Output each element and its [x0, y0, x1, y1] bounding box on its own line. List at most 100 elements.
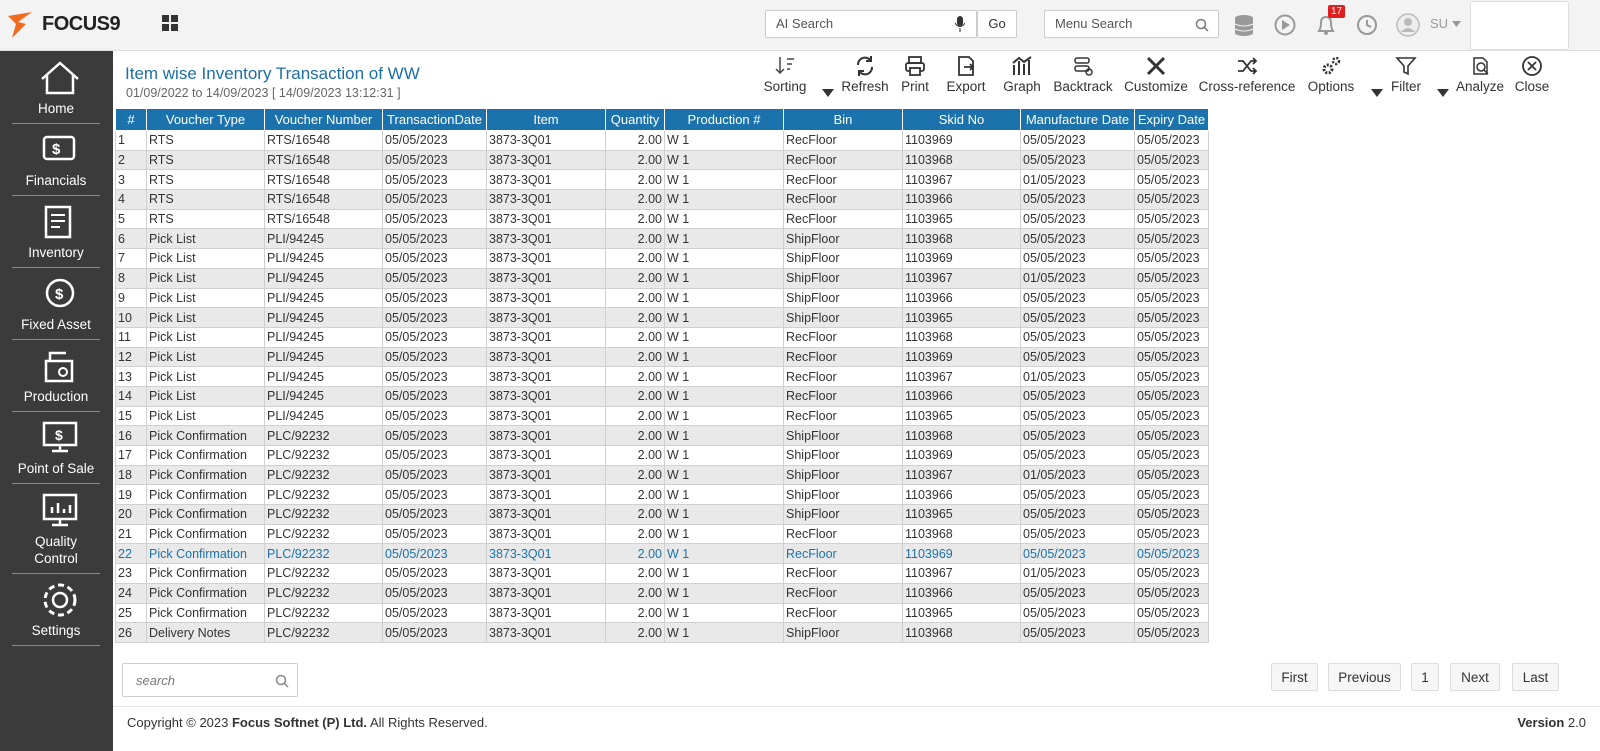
db-icon[interactable] — [1233, 14, 1255, 36]
table-row[interactable]: 20Pick ConfirmationPLC/9223205/05/202338… — [116, 505, 1209, 525]
page-button[interactable]: First — [1271, 663, 1318, 691]
table-cell: 1103965 — [903, 209, 1021, 229]
history-icon[interactable] — [1356, 14, 1378, 36]
table-row[interactable]: 4RTSRTS/1654805/05/20233873-3Q012.00W 1R… — [116, 190, 1209, 210]
company-logo-box — [1470, 1, 1569, 50]
page-button[interactable]: Last — [1512, 663, 1559, 691]
column-header[interactable]: Expiry Date — [1135, 109, 1209, 131]
column-header[interactable]: Item — [487, 109, 606, 131]
sidebar-item[interactable]: Home — [12, 51, 100, 124]
table-row[interactable]: 22Pick ConfirmationPLC/9223205/05/202338… — [116, 544, 1209, 564]
table-row[interactable]: 23Pick ConfirmationPLC/9223205/05/202338… — [116, 564, 1209, 584]
sidebar-label: Financials — [12, 172, 100, 189]
table-row[interactable]: 21Pick ConfirmationPLC/9223205/05/202338… — [116, 524, 1209, 544]
column-header[interactable]: Manufacture Date — [1021, 109, 1135, 131]
ai-search[interactable]: AI Search — [765, 10, 977, 38]
table-cell: 05/05/2023 — [1021, 623, 1135, 643]
table-row[interactable]: 26Delivery NotesPLC/9223205/05/20233873-… — [116, 623, 1209, 643]
table-cell: 3873-3Q01 — [487, 406, 606, 426]
report-title: Item wise Inventory Transaction of WW — [125, 64, 420, 84]
table-cell: 2.00 — [606, 367, 665, 387]
table-row[interactable]: 12Pick ListPLI/9424505/05/20233873-3Q012… — [116, 347, 1209, 367]
sidebar-item[interactable]: $ Financials — [12, 123, 100, 196]
table-cell: 3873-3Q01 — [487, 386, 606, 406]
table-cell: 3873-3Q01 — [487, 131, 606, 151]
table-cell: 1103967 — [903, 367, 1021, 387]
column-header[interactable]: Voucher Number — [265, 109, 383, 131]
user-avatar[interactable] — [1396, 13, 1420, 37]
page-button[interactable]: 1 — [1411, 663, 1439, 691]
column-header[interactable]: Production # — [665, 109, 784, 131]
table-cell: 05/05/2023 — [1135, 406, 1209, 426]
column-header[interactable]: TransactionDate — [383, 109, 487, 131]
footer: Copyright © 2023 Focus Softnet (P) Ltd. … — [113, 706, 1600, 737]
table-cell: 1103968 — [903, 623, 1021, 643]
table-cell: 3873-3Q01 — [487, 170, 606, 190]
go-button[interactable]: Go — [977, 10, 1017, 38]
table-cell: 05/05/2023 — [1021, 446, 1135, 466]
apps-icon[interactable] — [162, 15, 178, 31]
play-icon[interactable] — [1274, 14, 1296, 36]
table-cell: 05/05/2023 — [1021, 190, 1135, 210]
search-box[interactable]: search — [122, 663, 298, 697]
table-cell: 10 — [116, 308, 147, 328]
table-cell: RecFloor — [784, 170, 903, 190]
table-cell: 05/05/2023 — [1135, 623, 1209, 643]
table-row[interactable]: 3RTSRTS/1654805/05/20233873-3Q012.00W 1R… — [116, 170, 1209, 190]
notification-badge: 17 — [1328, 5, 1345, 18]
table-row[interactable]: 1RTSRTS/1654805/05/20233873-3Q012.00W 1R… — [116, 131, 1209, 151]
table-row[interactable]: 2RTSRTS/1654805/05/20233873-3Q012.00W 1R… — [116, 150, 1209, 170]
table-row[interactable]: 7Pick ListPLI/9424505/05/20233873-3Q012.… — [116, 249, 1209, 269]
table-row[interactable]: 25Pick ConfirmationPLC/9223205/05/202338… — [116, 603, 1209, 623]
toolbar-button[interactable]: Customize — [1106, 55, 1206, 94]
table-row[interactable]: 5RTSRTS/1654805/05/20233873-3Q012.00W 1R… — [116, 209, 1209, 229]
sidebar-item[interactable]: Settings — [12, 573, 100, 646]
mic-icon[interactable] — [955, 16, 965, 32]
table-row[interactable]: 8Pick ListPLI/9424505/05/20233873-3Q012.… — [116, 268, 1209, 288]
table-cell: 1103968 — [903, 426, 1021, 446]
sidebar-item[interactable]: Inventory — [12, 195, 100, 268]
column-header[interactable]: # — [116, 109, 147, 131]
sidebar-item[interactable]: Quality Control — [12, 483, 100, 574]
sidebar-item[interactable]: $Point of Sale — [12, 411, 100, 484]
table-cell: 05/05/2023 — [383, 131, 487, 151]
column-header[interactable]: Voucher Type — [147, 109, 265, 131]
table-cell: 05/05/2023 — [383, 583, 487, 603]
toolbar-icon — [1236, 55, 1258, 77]
table-row[interactable]: 17Pick ConfirmationPLC/9223205/05/202338… — [116, 446, 1209, 466]
table-row[interactable]: 19Pick ConfirmationPLC/9223205/05/202338… — [116, 485, 1209, 505]
table-row[interactable]: 10Pick ListPLI/9424505/05/20233873-3Q012… — [116, 308, 1209, 328]
table-cell: Pick Confirmation — [147, 564, 265, 584]
menu-search[interactable]: Menu Search — [1044, 10, 1219, 38]
table-cell: 1103966 — [903, 583, 1021, 603]
table-cell: 05/05/2023 — [383, 209, 487, 229]
table-row[interactable]: 16Pick ConfirmationPLC/9223205/05/202338… — [116, 426, 1209, 446]
table-cell: Pick List — [147, 367, 265, 387]
table-cell: 05/05/2023 — [383, 190, 487, 210]
page-button[interactable]: Next — [1450, 663, 1500, 691]
user-name[interactable]: SU — [1430, 16, 1448, 31]
toolbar-button[interactable]: Close — [1482, 55, 1582, 94]
table-cell: 05/05/2023 — [1021, 386, 1135, 406]
table-row[interactable]: 18Pick ConfirmationPLC/9223205/05/202338… — [116, 465, 1209, 485]
table-row[interactable]: 9Pick ListPLI/9424505/05/20233873-3Q012.… — [116, 288, 1209, 308]
table-row[interactable]: 24Pick ConfirmationPLC/9223205/05/202338… — [116, 583, 1209, 603]
table-row[interactable]: 6Pick ListPLI/9424505/05/20233873-3Q012.… — [116, 229, 1209, 249]
column-header[interactable]: Bin — [784, 109, 903, 131]
table-row[interactable]: 15Pick ListPLI/9424505/05/20233873-3Q012… — [116, 406, 1209, 426]
table-cell: ShipFloor — [784, 249, 903, 269]
table-row[interactable]: 14Pick ListPLI/9424505/05/20233873-3Q012… — [116, 386, 1209, 406]
table-row[interactable]: 13Pick ListPLI/9424505/05/20233873-3Q012… — [116, 367, 1209, 387]
table-row[interactable]: 11Pick ListPLI/9424505/05/20233873-3Q012… — [116, 327, 1209, 347]
table-cell: 2.00 — [606, 190, 665, 210]
column-header[interactable]: Skid No — [903, 109, 1021, 131]
table-cell: 05/05/2023 — [1021, 150, 1135, 170]
toolbar-icon — [1145, 55, 1167, 77]
sidebar-item[interactable]: Production — [12, 339, 100, 412]
svg-text:$: $ — [52, 141, 61, 158]
page-button[interactable]: Previous — [1328, 663, 1401, 691]
column-header[interactable]: Quantity — [606, 109, 665, 131]
table-cell: 05/05/2023 — [1135, 249, 1209, 269]
sidebar-item[interactable]: $Fixed Asset — [12, 267, 100, 340]
user-caret[interactable] — [1452, 21, 1461, 27]
